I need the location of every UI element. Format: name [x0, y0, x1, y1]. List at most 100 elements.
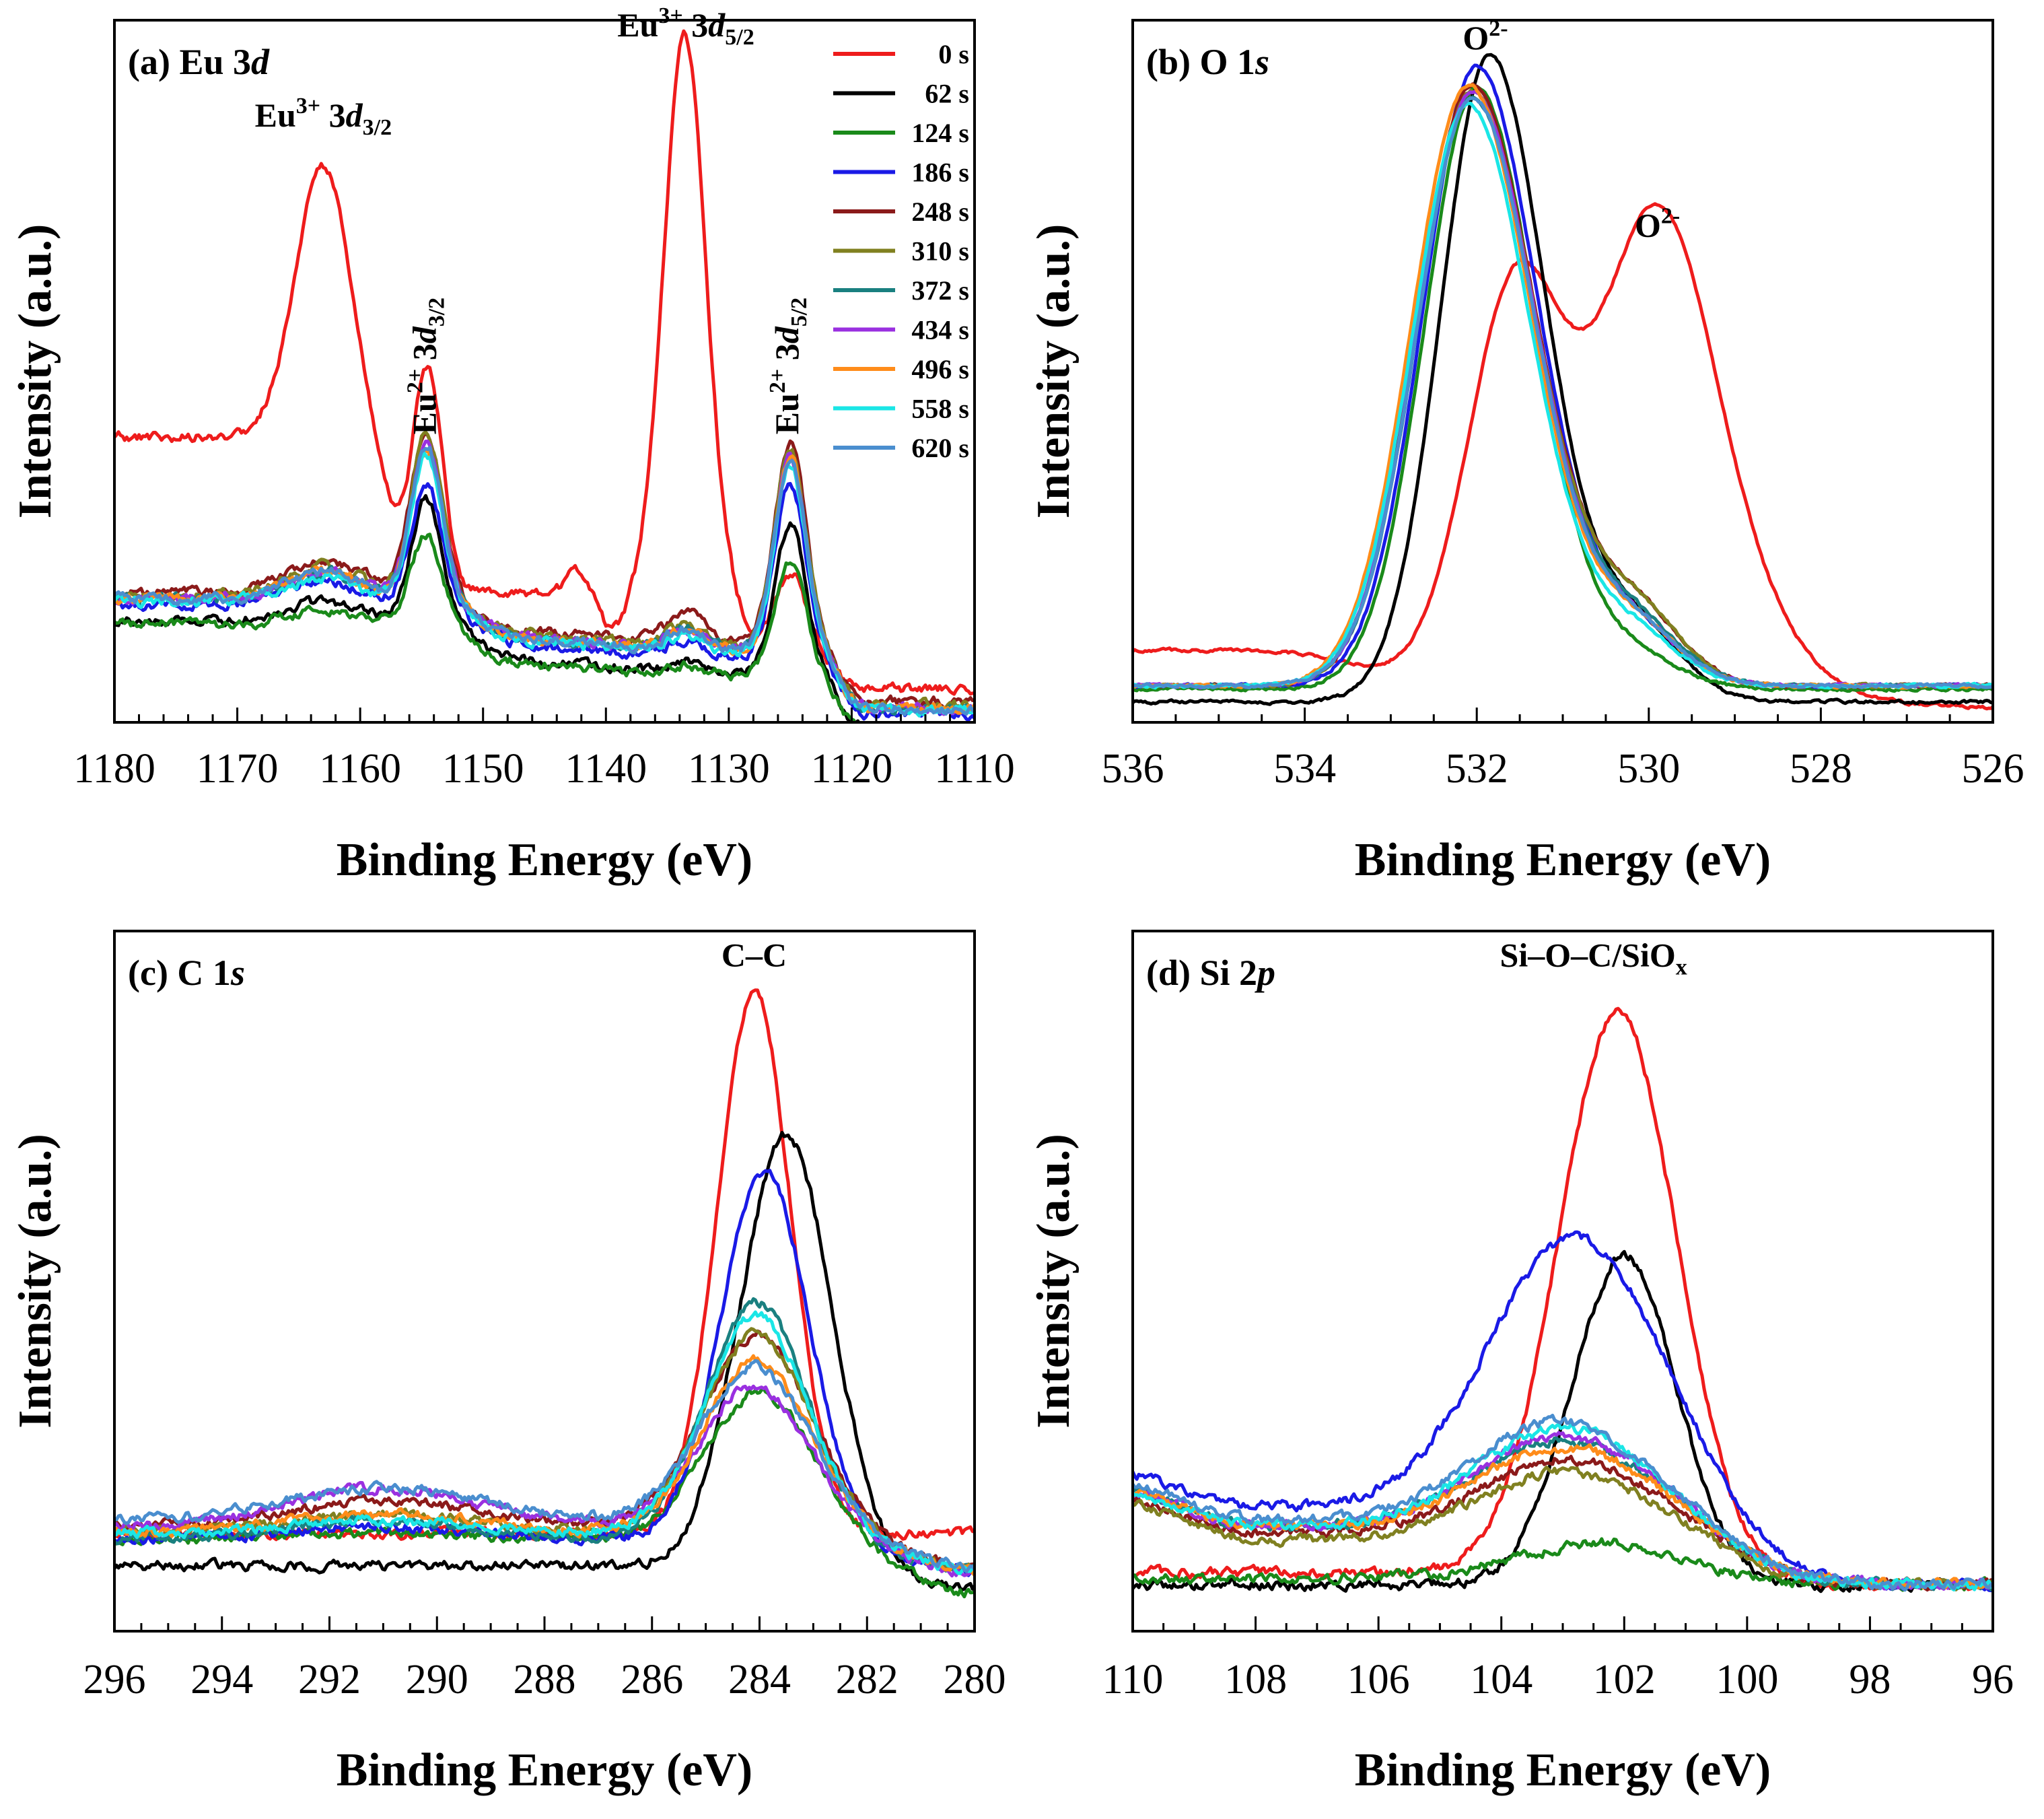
- series-line-434s: [114, 440, 975, 716]
- x-tick-label: 530: [1617, 746, 1680, 792]
- legend-label: 310 s: [911, 236, 969, 267]
- series-group: [1133, 1006, 1993, 1593]
- plot-frame: [1131, 19, 1994, 724]
- x-tick-label: 110: [1102, 1657, 1164, 1703]
- legend-label: 620 s: [911, 433, 969, 463]
- panel-d: 110 108 106 104 102 100 98 96 Binding Energy (eV…: [1028, 930, 2014, 1796]
- series-line-496s: [114, 448, 975, 715]
- plot-frame: [113, 19, 976, 724]
- series-line-620s: [114, 446, 975, 716]
- x-tick-label: 536: [1102, 746, 1164, 792]
- series-line-186s: [114, 481, 975, 722]
- x-tick-label: 1130: [688, 746, 770, 792]
- legend-label: 248 s: [911, 197, 969, 227]
- x-tick-label: 108: [1224, 1657, 1287, 1703]
- peak-label: Si–O–C/SiOx: [1500, 936, 1687, 980]
- y-axis-title: Intensity (a.u.): [1028, 1134, 1080, 1429]
- x-tick-label: 292: [298, 1657, 361, 1703]
- peak-annotations: O2- O2-: [1462, 16, 1680, 244]
- peak-annotations: C–C: [721, 936, 787, 973]
- panel-title: (c) C 1s: [128, 953, 245, 993]
- x-tick-label: 288: [514, 1657, 576, 1703]
- peak-label: Eu3+ 3d3/2: [255, 94, 392, 140]
- y-axis-title: Intensity (a.u.): [9, 1134, 61, 1429]
- legend-label: 124 s: [911, 118, 969, 148]
- series-line-0s: [114, 988, 975, 1542]
- legend-label: 62 s: [925, 79, 969, 109]
- legend-label: 372 s: [911, 275, 969, 306]
- y-axis-title: Intensity (a.u.): [1028, 224, 1080, 519]
- series-line-186s: [1133, 63, 1993, 689]
- peak-label: O2-: [1635, 203, 1680, 244]
- x-tick-label: 534: [1273, 746, 1336, 792]
- x-tick-label: 1140: [565, 746, 647, 792]
- x-tick-label: 1180: [73, 746, 155, 792]
- legend-label: 558 s: [911, 394, 969, 424]
- legend-label: 434 s: [911, 315, 969, 345]
- series-line-62s: [114, 493, 951, 722]
- series-line-558s: [114, 1310, 975, 1575]
- panel-title: (b) O 1s: [1146, 42, 1269, 82]
- x-tick-label: 290: [406, 1657, 468, 1703]
- x-tick-label: 100: [1716, 1657, 1778, 1703]
- panel-a: 1180 1170 1160 1150 1140 1130 1120 1110 Binding …: [9, 3, 1015, 886]
- legend: 0 s 62 s 124 s 186 s 248 s 310 s 372 s 434 s 496…: [833, 39, 969, 463]
- x-tick-label: 294: [190, 1657, 253, 1703]
- series-line-248s: [1133, 82, 1993, 689]
- x-tick-label: 1110: [934, 746, 1014, 792]
- series-line-620s: [1133, 96, 1993, 690]
- x-axis-title: Binding Energy (eV): [1355, 1744, 1771, 1796]
- series-line-620s: [1133, 1414, 1993, 1592]
- series-line-434s: [114, 1384, 975, 1578]
- series-line-62s: [1133, 53, 1993, 706]
- series-line-496s: [114, 1354, 975, 1577]
- x-tick-label: 1150: [442, 746, 524, 792]
- series-line-372s: [114, 447, 975, 716]
- series-line-124s: [114, 533, 857, 722]
- x-tick-label: 284: [728, 1657, 791, 1703]
- peak-label: O2-: [1462, 16, 1508, 57]
- series-group: [114, 988, 975, 1599]
- panel-title: (d) Si 2p: [1146, 953, 1275, 993]
- x-tick-label: 96: [1972, 1657, 2014, 1703]
- series-group: [114, 29, 975, 722]
- peak-label: C–C: [721, 936, 787, 973]
- x-tick-label: 286: [621, 1657, 683, 1703]
- x-tick-label: 526: [1962, 746, 2024, 792]
- x-axis-title: Binding Energy (eV): [337, 834, 752, 886]
- peak-label: Eu2+ 3d3/2: [403, 298, 450, 435]
- series-line-558s: [114, 450, 975, 718]
- x-tick-label: 282: [836, 1657, 898, 1703]
- series-line-248s: [114, 432, 975, 710]
- x-tick-label: 106: [1347, 1657, 1410, 1703]
- x-tick-label: 1170: [197, 746, 279, 792]
- series-group: [1133, 53, 1993, 711]
- peak-label: Eu2+ 3d5/2: [765, 298, 812, 435]
- legend-label: 186 s: [911, 158, 969, 188]
- x-tick-label: 1120: [811, 746, 893, 792]
- x-tick-label: 98: [1849, 1657, 1891, 1703]
- series-line-248s: [114, 1329, 975, 1571]
- panel-b: 536 534 532 530 528 526 Binding Energy (eV) Int…: [1028, 16, 2024, 886]
- x-tick-label: 1160: [319, 746, 401, 792]
- x-tick-label: 532: [1446, 746, 1508, 792]
- x-tick-label: 280: [944, 1657, 1006, 1703]
- y-axis-title: Intensity (a.u.): [9, 224, 61, 519]
- series-line-434s: [1133, 1431, 1993, 1591]
- x-tick-label: 102: [1593, 1657, 1656, 1703]
- x-tick-label: 296: [83, 1657, 146, 1703]
- series-line-496s: [1133, 83, 1993, 690]
- legend-label: 0 s: [938, 39, 969, 69]
- legend-label: 496 s: [911, 354, 969, 384]
- peak-label: Eu3+ 3d5/2: [617, 3, 754, 50]
- peak-annotations: Si–O–C/SiOx: [1500, 936, 1687, 980]
- series-line-620s: [114, 1359, 975, 1573]
- series-line-62s: [114, 1130, 975, 1591]
- panel-title: (a) Eu 3d: [128, 42, 270, 82]
- panel-c: 296 294 292 290 288 286 284 282 280 Binding Energ…: [9, 930, 1006, 1796]
- x-axis-title: Binding Energy (eV): [337, 1744, 752, 1796]
- peak-annotations: Eu3+ 3d3/2 Eu3+ 3d5/2 Eu2+ 3d3/2 Eu2+ 3d5/2: [255, 3, 812, 435]
- x-tick-label: 528: [1790, 746, 1852, 792]
- x-tick-label: 104: [1470, 1657, 1532, 1703]
